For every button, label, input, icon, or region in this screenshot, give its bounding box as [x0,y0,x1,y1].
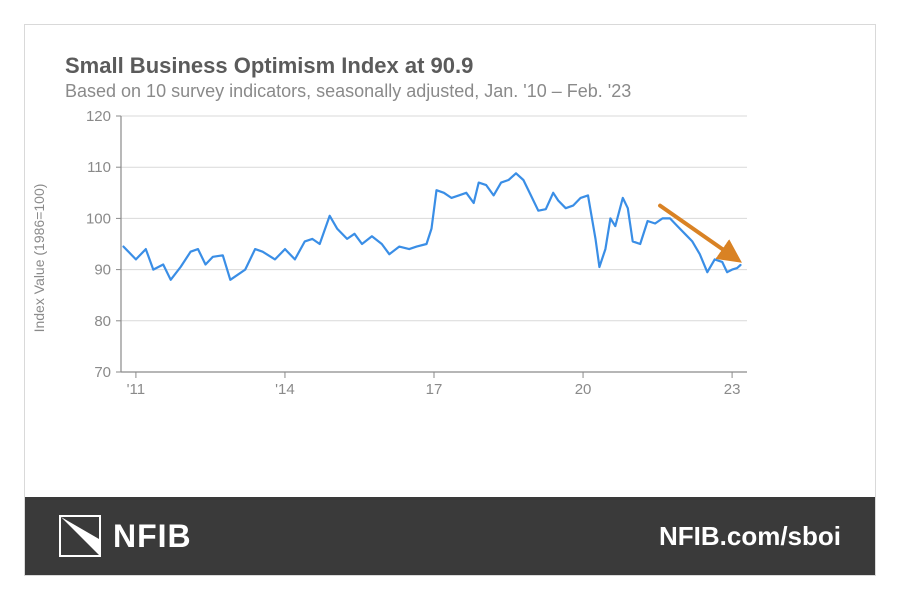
brand: NFIB [59,515,192,557]
chart-area: Small Business Optimism Index at 90.9 Ba… [65,53,835,408]
footer-url: NFIB.com/sboi [659,521,841,552]
plot-wrap: Index Value (1986=100) 708090100110120'1… [65,108,835,408]
y-axis-label: Index Value (1986=100) [31,184,47,333]
svg-text:100: 100 [86,210,111,227]
footer-bar: NFIB NFIB.com/sboi [25,497,875,575]
chart-subtitle: Based on 10 survey indicators, seasonall… [65,81,835,102]
svg-text:23: 23 [724,381,741,398]
svg-text:17: 17 [426,381,443,398]
brand-text: NFIB [113,518,192,555]
line-chart: 70 80 90 100 110 120 '11 '14 17 20 23 [65,108,765,408]
chart-title: Small Business Optimism Index at 90.9 [65,53,835,79]
svg-text:80: 80 [94,313,111,330]
svg-text:120: 120 [86,108,111,125]
svg-text:'11: '11 [127,381,145,398]
svg-text:70: 70 [94,364,111,381]
svg-text:'14: '14 [275,381,295,398]
svg-text:90: 90 [94,262,111,279]
chart-panel: Small Business Optimism Index at 90.9 Ba… [24,24,876,576]
nfib-logo-icon [59,515,101,557]
svg-text:20: 20 [575,381,592,398]
svg-text:110: 110 [87,159,111,176]
